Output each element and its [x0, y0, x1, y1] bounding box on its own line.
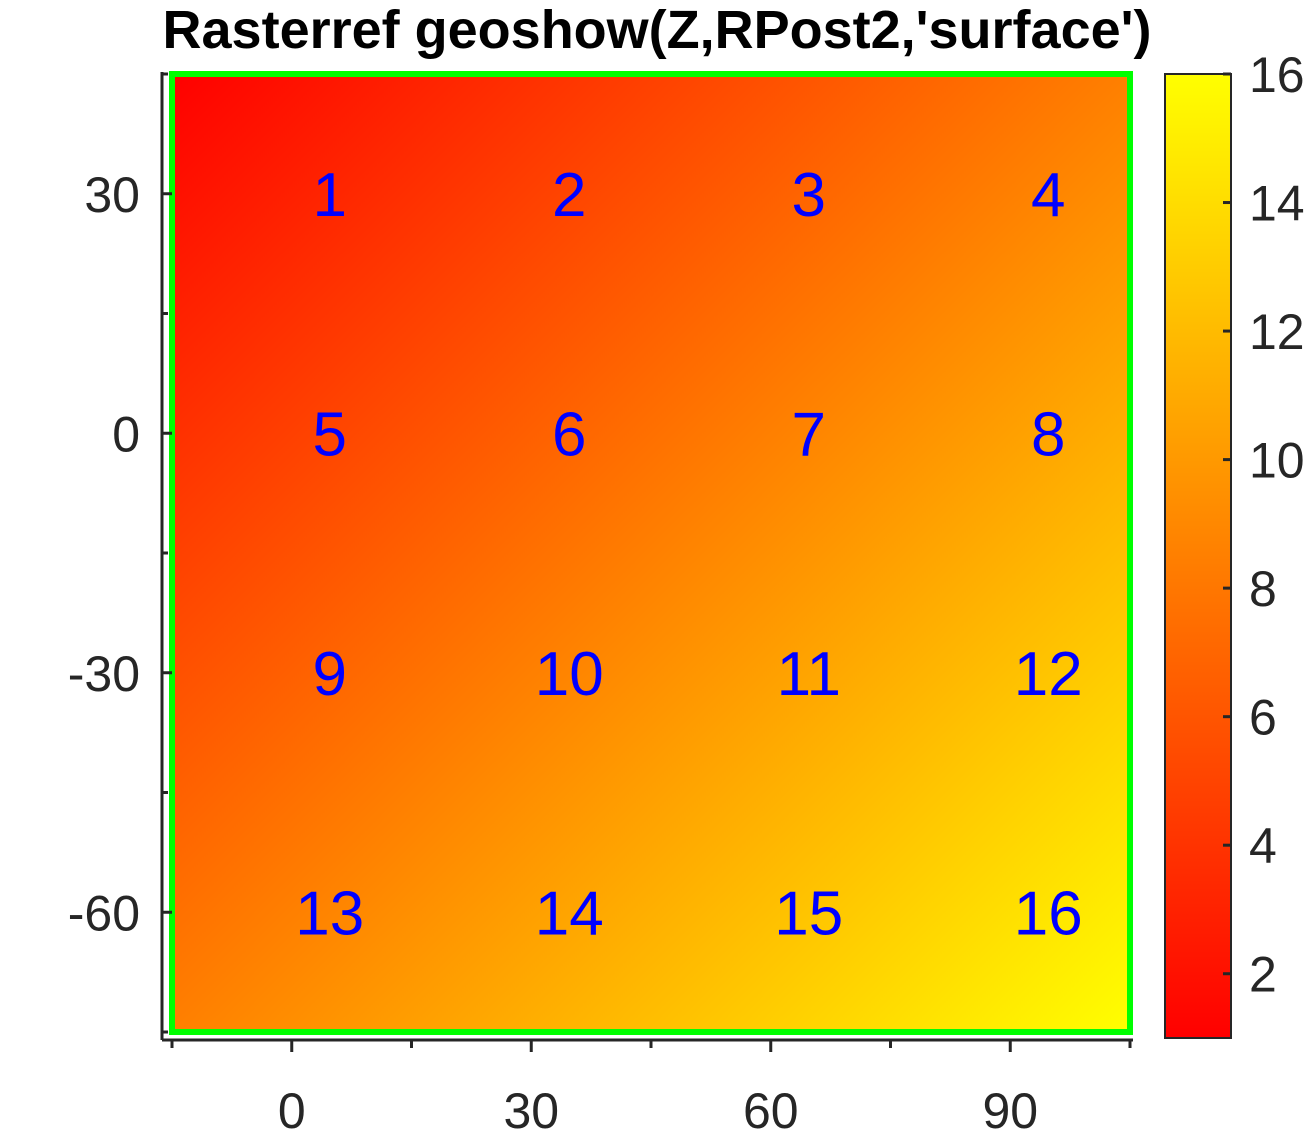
cell-value-label: 7 [792, 400, 826, 469]
colorbar-tick-label: 2 [1249, 947, 1277, 1003]
colorbar-tick-label: 14 [1249, 176, 1305, 232]
y-tick-label: 0 [112, 406, 140, 462]
y-ticks: 30 0 -30 -60 [68, 72, 172, 1034]
colorbar-tick-label: 8 [1249, 561, 1277, 617]
cell-value-label: 16 [1014, 879, 1083, 948]
colorbar-tick-label: 12 [1249, 304, 1305, 360]
colorbar-tick-label: 16 [1249, 47, 1305, 103]
colorbar-tick-label: 6 [1249, 690, 1277, 746]
surface [172, 74, 1130, 1032]
colorbar-ticks: 2 4 6 8 10 12 14 16 [1223, 47, 1305, 1003]
cell-value-label: 2 [552, 161, 586, 230]
cell-value-label: 5 [313, 400, 347, 469]
cell-value-label: 8 [1031, 400, 1065, 469]
colorbar-tick-label: 4 [1249, 818, 1277, 874]
x-tick-label: 60 [743, 1083, 799, 1134]
cell-value-label: 1 [313, 161, 347, 230]
chart-title: Rasterref geoshow(Z,RPost2,'surface') [163, 0, 1152, 60]
y-tick-label: -30 [68, 646, 140, 702]
colorbar-tick-label: 10 [1249, 433, 1305, 489]
cell-value-label: 10 [535, 640, 604, 709]
y-tick-label: 30 [84, 167, 140, 223]
cell-value-label: 15 [774, 879, 843, 948]
y-tick-label: -60 [68, 885, 140, 941]
x-ticks: 0 30 60 90 [170, 1040, 1132, 1134]
surface-frame [169, 71, 1133, 1035]
cell-value-label: 13 [295, 879, 364, 948]
cell-value-label: 4 [1031, 161, 1065, 230]
cell-value-label: 6 [552, 400, 586, 469]
plot-area [169, 71, 1133, 1035]
axes [160, 72, 1133, 1042]
x-tick-label: 90 [982, 1083, 1038, 1134]
cell-value-label: 11 [777, 640, 841, 709]
x-tick-label: 30 [503, 1083, 559, 1134]
cell-value-label: 12 [1014, 640, 1083, 709]
x-tick-label: 0 [278, 1083, 306, 1134]
cell-value-label: 9 [313, 640, 347, 709]
cell-value-label: 14 [535, 879, 604, 948]
cell-value-label: 3 [792, 161, 826, 230]
colorbar-gradient [1164, 73, 1232, 1039]
colorbar: 2 4 6 8 10 12 14 16 [1164, 47, 1305, 1039]
